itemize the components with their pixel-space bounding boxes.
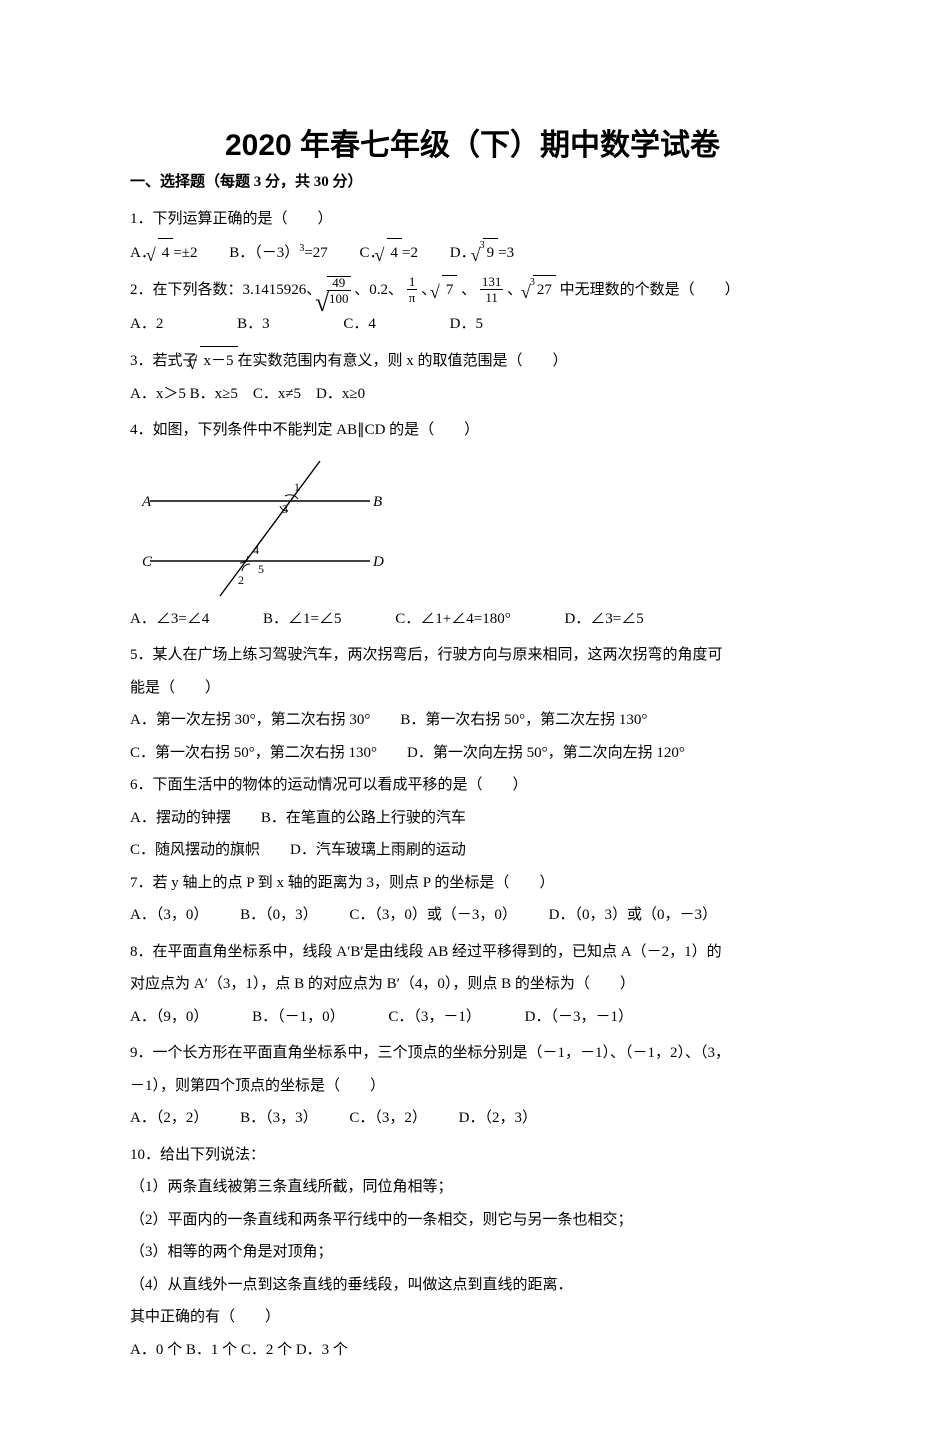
q7-options: A．（3，0） B．（0，3） C．（3，0）或（－3，0） D．（0，3）或（… <box>130 901 815 930</box>
q5-l2: 能是（ ） <box>130 674 815 703</box>
q4-optA: A．∠3=∠4 <box>130 605 209 634</box>
q1-optA: A．√4=±2 <box>130 238 198 268</box>
q5-optD: D．第一次向左拐 50°，第二次向左拐 120° <box>407 745 685 761</box>
q10-s3: （3）相等的两个角是对顶角； <box>130 1238 815 1267</box>
q8-l2: 对应点为 A′（3，1），点 B 的对应点为 B′（4，0），则点 B 的坐标为… <box>130 970 815 999</box>
q1-optB: B．（－3）3=27 <box>229 239 327 268</box>
svg-text:C: C <box>142 554 153 570</box>
q6-stem: 6．下面生活中的物体的运动情况可以看成平移的是（ ） <box>130 771 815 800</box>
q4-options: A．∠3=∠4 B．∠1=∠5 C．∠1+∠4=180° D．∠3=∠5 <box>130 605 815 634</box>
q3-stem: 3．若式子√x－5在实数范围内有意义，则 x 的取值范围是（ ） <box>130 346 815 376</box>
q5-row1: A．第一次左拐 30°，第二次右拐 30° B．第一次右拐 50°，第二次左拐 … <box>130 706 815 735</box>
q2-optD: D．5 <box>450 310 483 339</box>
q5-optA: A．第一次左拐 30°，第二次右拐 30° <box>130 712 370 728</box>
q1-optD: D．3√9=3 <box>450 238 514 268</box>
q6-optB: B．在笔直的公路上行驶的汽车 <box>261 810 466 826</box>
q10-s1: （1）两条直线被第三条直线所截，同位角相等； <box>130 1173 815 1202</box>
q2-optA: A．2 <box>130 310 163 339</box>
q4-optB: B．∠1=∠5 <box>263 605 341 634</box>
q5-l1: 5．某人在广场上练习驾驶汽车，两次拐弯后，行驶方向与原来相同，这两次拐弯的角度可 <box>130 641 815 670</box>
q7-stem: 7．若 y 轴上的点 P 到 x 轴的距离为 3，则点 P 的坐标是（ ） <box>130 869 815 898</box>
q8-optC: C．（3，－1） <box>388 1003 481 1032</box>
q6-optC: C．随风摆动的旗帜 <box>130 842 260 858</box>
q4-optD: D．∠3=∠5 <box>564 605 643 634</box>
q10-s4: （4）从直线外一点到这条直线的垂线段，叫做这点到直线的距离． <box>130 1271 815 1300</box>
q8-l1: 8．在平面直角坐标系中，线段 A′B′是由线段 AB 经过平移得到的，已知点 A… <box>130 938 815 967</box>
q2-options: A．2 B．3 C．4 D．5 <box>130 310 815 339</box>
q9-optD: D．（2，3） <box>459 1104 537 1133</box>
q10-tail: 其中正确的有（ ） <box>130 1303 815 1332</box>
q6-optD: D．汽车玻璃上雨刷的运动 <box>290 842 466 858</box>
q5-row2: C．第一次右拐 50°，第二次右拐 130° D．第一次向左拐 50°，第二次向… <box>130 739 815 768</box>
q9-l2: －1），则第四个顶点的坐标是（ ） <box>130 1072 815 1101</box>
q10-options: A．0 个 B．1 个 C．2 个 D．3 个 <box>130 1336 815 1365</box>
q8-optB: B．（－1，0） <box>252 1003 345 1032</box>
svg-text:A: A <box>141 494 152 510</box>
svg-text:D: D <box>372 554 384 570</box>
q2-optC: C．4 <box>343 310 376 339</box>
q8-optA: A．（9，0） <box>130 1003 208 1032</box>
q5-optB: B．第一次右拐 50°，第二次左拐 130° <box>400 712 647 728</box>
q3-options: A．x＞5 B．x≥5 C．x≠5 D．x≥0 <box>130 380 815 409</box>
q5-optC: C．第一次右拐 50°，第二次右拐 130° <box>130 745 377 761</box>
q7-optA: A．（3，0） <box>130 901 208 930</box>
q4-stem: 4．如图，下列条件中不能判定 AB∥CD 的是（ ） <box>130 416 815 445</box>
q9-optC: C．（3，2） <box>349 1104 427 1133</box>
section-heading: 一、选择题（每题 3 分，共 30 分） <box>130 170 815 191</box>
q1-optC: C．√4=2 <box>360 238 418 268</box>
svg-text:3: 3 <box>282 502 288 516</box>
page-title: 2020 年春七年级（下）期中数学试卷 <box>130 120 815 164</box>
q7-optC: C．（3，0）或（－3，0） <box>349 901 517 930</box>
q6-row1: A．摆动的钟摆 B．在笔直的公路上行驶的汽车 <box>130 804 815 833</box>
svg-text:2: 2 <box>238 573 244 587</box>
q4-diagram: A B C D 1 3 4 5 2 <box>130 451 815 601</box>
q9-l1: 9．一个长方形在平面直角坐标系中，三个顶点的坐标分别是（－1，－1）、（－1，2… <box>130 1039 815 1068</box>
q2-stem: 2．在下列各数：3.1415926、 √49100 、0.2、 1π 、 √7 … <box>130 275 815 306</box>
q9-optB: B．（3，3） <box>240 1104 318 1133</box>
q8-optD: D．（－3，－1） <box>525 1003 633 1032</box>
q7-optD: D．（0，3）或（0，－3） <box>549 901 717 930</box>
svg-text:B: B <box>373 494 382 510</box>
q2-optB: B．3 <box>237 310 270 339</box>
q10-s2: （2）平面内的一条直线和两条平行线中的一条相交，则它与另一条也相交； <box>130 1206 815 1235</box>
q10-stem: 10．给出下列说法： <box>130 1141 815 1170</box>
q1-stem: 1．下列运算正确的是（ ） <box>130 205 815 234</box>
q6-row2: C．随风摆动的旗帜 D．汽车玻璃上雨刷的运动 <box>130 836 815 865</box>
q7-optB: B．（0，3） <box>240 901 318 930</box>
svg-text:4: 4 <box>253 543 259 557</box>
svg-text:1: 1 <box>294 480 300 494</box>
q9-optA: A．（2，2） <box>130 1104 208 1133</box>
q8-options: A．（9，0） B．（－1，0） C．（3，－1） D．（－3，－1） <box>130 1003 815 1032</box>
q6-optA: A．摆动的钟摆 <box>130 810 231 826</box>
q1-options: A．√4=±2 B．（－3）3=27 C．√4=2 D．3√9=3 <box>130 238 815 268</box>
q9-options: A．（2，2） B．（3，3） C．（3，2） D．（2，3） <box>130 1104 815 1133</box>
svg-text:5: 5 <box>258 562 264 576</box>
exam-page: 2020 年春七年级（下）期中数学试卷 一、选择题（每题 3 分，共 30 分）… <box>0 0 945 1432</box>
q4-optC: C．∠1+∠4=180° <box>395 605 510 634</box>
